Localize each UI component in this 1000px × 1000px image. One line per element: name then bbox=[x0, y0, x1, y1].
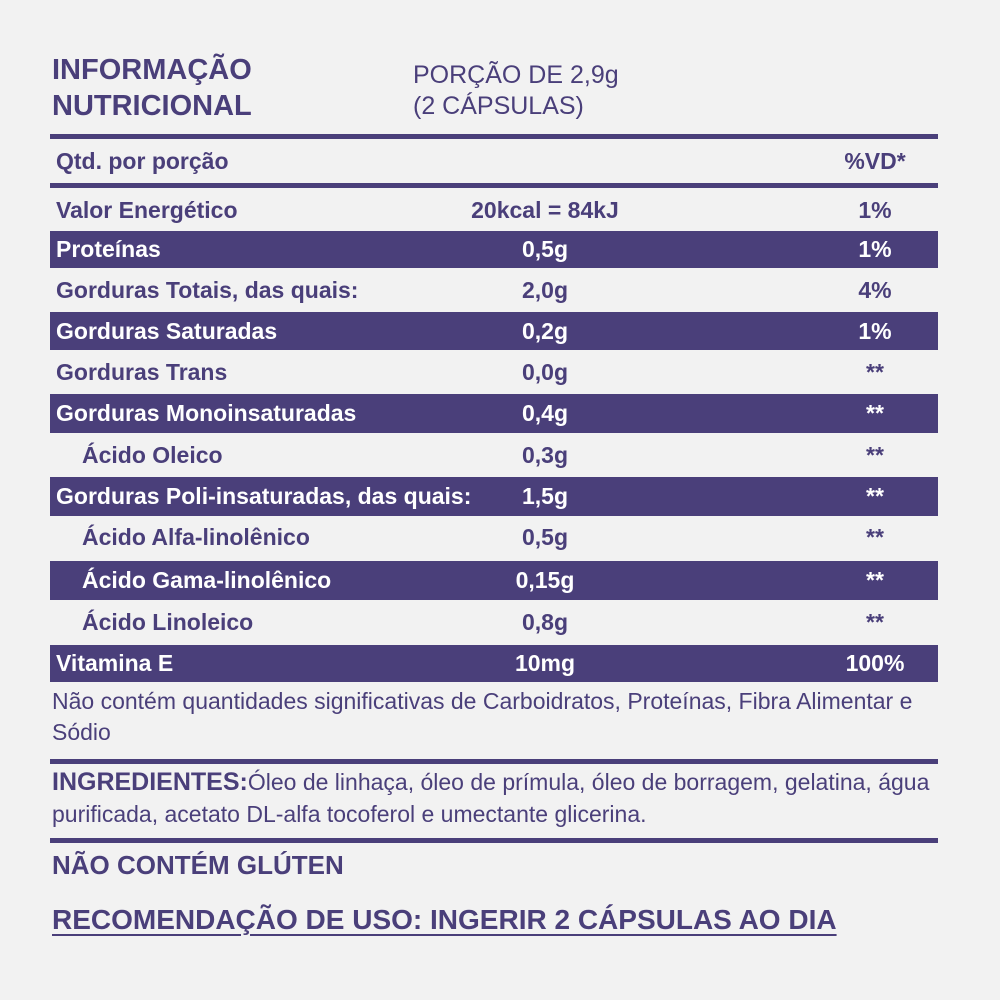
nutrient-value: 0,0g bbox=[521, 359, 569, 385]
table-header: Qtd. por porção %VD* bbox=[50, 145, 938, 181]
table-row: Ácido Linoleico 0,8g ** bbox=[50, 602, 938, 643]
table-row: Proteínas 0,5g 1% bbox=[50, 231, 938, 268]
column-quantity: Qtd. por porção bbox=[56, 148, 229, 174]
column-vd: %VD* bbox=[844, 148, 906, 174]
nutrient-name: Proteínas bbox=[56, 236, 161, 262]
nutrient-value: 0,15g bbox=[515, 567, 575, 593]
nutrient-vd: ** bbox=[866, 400, 884, 426]
nutrient-value: 2,0g bbox=[521, 277, 569, 303]
nutrient-name: Ácido Alfa-linolênico bbox=[82, 524, 310, 550]
nutrient-value: 0,5g bbox=[521, 524, 569, 550]
nutrient-name: Ácido Linoleico bbox=[82, 609, 254, 635]
table-row: Gorduras Monoinsaturadas 0,4g ** bbox=[50, 394, 938, 433]
table-row: Ácido Alfa-linolênico 0,5g ** bbox=[50, 517, 938, 557]
nutrient-name: Gorduras Monoinsaturadas bbox=[56, 400, 357, 426]
nutrient-vd: ** bbox=[866, 483, 884, 509]
nutrient-value: 0,4g bbox=[521, 400, 569, 426]
divider bbox=[50, 134, 938, 139]
nutrient-value: 0,5g bbox=[521, 236, 569, 262]
nutrient-value: 20kcal = 84kJ bbox=[471, 197, 619, 223]
title: INFORMAÇÃO NUTRICIONAL bbox=[52, 52, 252, 124]
nutrient-vd: ** bbox=[866, 442, 884, 468]
nutrient-name: Ácido Gama-linolênico bbox=[82, 567, 332, 593]
nutrient-name: Gorduras Trans bbox=[56, 359, 228, 385]
nutrient-vd: 1% bbox=[858, 197, 892, 223]
nutrient-value: 0,3g bbox=[521, 442, 569, 468]
ingredients: INGREDIENTES:Óleo de linhaça, óleo de pr… bbox=[52, 766, 952, 830]
title-line-1: INFORMAÇÃO bbox=[52, 54, 252, 86]
table-row: Valor Energético 20kcal = 84kJ 1% bbox=[50, 192, 938, 229]
nutrient-vd: 1% bbox=[858, 236, 892, 262]
gluten-statement: NÃO CONTÉM GLÚTEN bbox=[52, 850, 344, 880]
nutrient-name: Vitamina E bbox=[56, 650, 174, 676]
table-row: Vitamina E 10mg 100% bbox=[50, 645, 938, 682]
nutrient-vd: ** bbox=[866, 609, 884, 635]
table-row: Gorduras Poli-insaturadas, das quais: 1,5… bbox=[50, 477, 938, 516]
table-row: Gorduras Saturadas 0,2g 1% bbox=[50, 312, 938, 350]
nutrient-name: Ácido Oleico bbox=[82, 442, 223, 468]
serving-line-1: PORÇÃO DE 2,9g bbox=[413, 61, 619, 89]
nutrient-vd: ** bbox=[866, 524, 884, 550]
divider bbox=[50, 838, 938, 843]
table-row: Ácido Gama-linolênico 0,15g ** bbox=[50, 561, 938, 600]
nutrient-vd: ** bbox=[866, 359, 884, 385]
nutrient-vd: 4% bbox=[858, 277, 892, 303]
nutrient-name: Gorduras Poli-insaturadas, das quais: bbox=[56, 483, 472, 509]
usage-recommendation: RECOMENDAÇÃO DE USO: INGERIR 2 CÁPSULAS … bbox=[52, 904, 837, 935]
nutrient-vd: 100% bbox=[845, 650, 905, 676]
ingredients-label: INGREDIENTES: bbox=[52, 768, 248, 796]
nutrient-value: 0,8g bbox=[521, 609, 569, 635]
ingredients-text: Óleo de linhaça, óleo de prímula, óleo d… bbox=[52, 769, 930, 827]
nutrient-value: 10mg bbox=[514, 650, 576, 676]
nutrient-value: 1,5g bbox=[521, 483, 569, 509]
divider bbox=[50, 183, 938, 188]
nutrient-value: 0,2g bbox=[521, 318, 569, 344]
nutrient-name: Gorduras Totais, das quais: bbox=[56, 277, 359, 303]
nutrient-name: Gorduras Saturadas bbox=[56, 318, 278, 344]
footnote: Não contém quantidades significativas de… bbox=[52, 688, 913, 745]
serving-line-2: (2 CÁPSULAS) bbox=[413, 92, 584, 120]
title-line-2: NUTRICIONAL bbox=[52, 90, 252, 122]
nutrient-name: Valor Energético bbox=[56, 197, 238, 223]
nutrient-vd: ** bbox=[866, 567, 884, 593]
divider bbox=[50, 759, 938, 764]
table-row: Ácido Oleico 0,3g ** bbox=[50, 435, 938, 475]
serving-size: PORÇÃO DE 2,9g (2 CÁPSULAS) bbox=[413, 60, 619, 122]
table-row: Gorduras Trans 0,0g ** bbox=[50, 352, 938, 392]
nutrient-vd: 1% bbox=[858, 318, 892, 344]
table-row: Gorduras Totais, das quais: 2,0g 4% bbox=[50, 270, 938, 310]
